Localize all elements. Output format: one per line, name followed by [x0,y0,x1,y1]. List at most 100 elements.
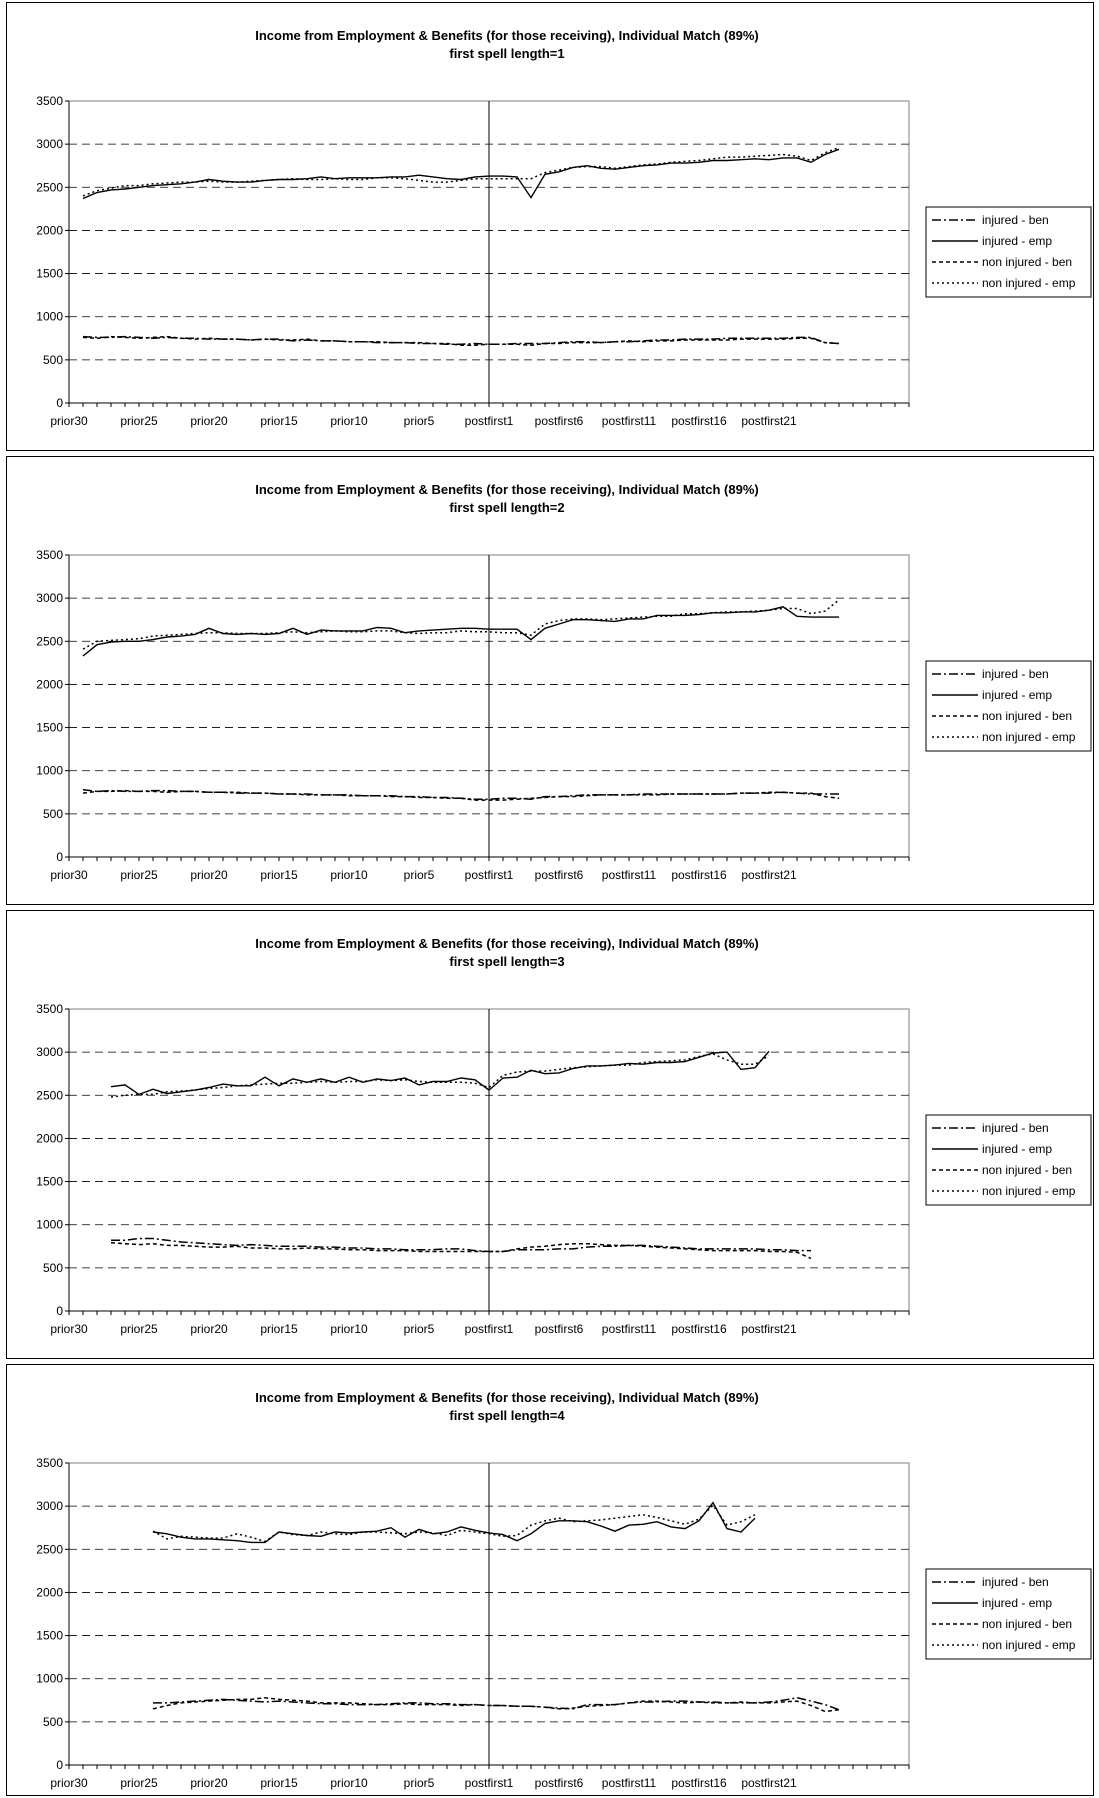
y-tick-label: 1000 [36,1218,63,1232]
x-tick-label: postfirst16 [671,868,727,882]
chart-plot-4: 0 500 1000 1500 2000 2500 3000 3500 prior30 prior… [36,1456,1092,1790]
x-tick-label: prior5 [404,1322,435,1336]
chart-title: Income from Employment & Benefits (for t… [255,28,759,43]
chart-panel-3: Income from Employment & Benefits (for t… [6,910,1094,1359]
series-line-noninjured-emp [110,1053,770,1098]
y-tick-label: 2500 [36,1088,63,1102]
x-tick-label: prior10 [330,1322,368,1336]
y-tick-label: 1500 [36,721,63,735]
legend-label: non injured - emp [982,1184,1076,1198]
x-tick-label: postfirst6 [535,1776,584,1790]
x-tick-label: postfirst16 [671,1322,727,1336]
x-tick-label: postfirst6 [535,414,584,428]
x-tick-label: prior30 [50,1776,88,1790]
legend-label: non injured - emp [982,730,1076,744]
series-line-noninjured-emp [152,1504,756,1543]
x-tick-label: prior10 [330,868,368,882]
series-line-injured-ben [111,1237,811,1253]
y-tick-label: 1000 [36,1672,63,1686]
y-tick-label: 3000 [36,137,63,151]
chart-title: Income from Employment & Benefits (for t… [255,482,759,497]
x-tick-label: prior20 [190,868,228,882]
x-tick-label: prior15 [260,414,298,428]
chart-plot-1: 0 500 1000 1500 2000 2500 3000 3500 prior30 prior… [36,94,1092,428]
y-tick-label: 3000 [36,1045,63,1059]
y-tick-label: 500 [43,807,63,821]
x-tick-label: postfirst1 [465,1776,514,1790]
series-line-injured-emp [110,1050,770,1096]
chart-panel-2: Income from Employment & Benefits (for t… [6,456,1094,905]
legend-label: non injured - ben [982,1617,1072,1631]
x-tick-label: prior20 [190,414,228,428]
y-tick-label: 3000 [36,591,63,605]
y-tick-label: 0 [56,850,63,864]
legend-label: non injured - ben [982,1163,1072,1177]
x-tick-label: prior25 [120,1322,158,1336]
y-tick-label: 0 [56,396,63,410]
series-line-injured-ben [153,1696,840,1711]
x-tick-label: postfirst1 [465,1322,514,1336]
x-tick-label: postfirst21 [741,1776,797,1790]
legend-label: non injured - emp [982,276,1076,290]
x-tick-label: postfirst11 [602,868,657,882]
x-tick-label: postfirst21 [741,1322,797,1336]
y-tick-label: 2500 [36,1542,63,1556]
legend-label: non injured - emp [982,1638,1076,1652]
chart-title: Income from Employment & Benefits (for t… [255,1390,759,1405]
series-line-injured-ben [82,335,840,346]
series-line-noninjured-ben [110,1242,812,1260]
y-tick-label: 1000 [36,764,63,778]
y-tick-label: 2000 [36,1131,63,1145]
chart-title: Income from Employment & Benefits (for t… [255,936,759,951]
y-tick-label: 1500 [36,1629,63,1643]
chart-subtitle: first spell length=2 [449,500,565,515]
y-tick-label: 2000 [36,677,63,691]
x-tick-label: postfirst1 [465,868,514,882]
x-tick-label: postfirst1 [465,414,514,428]
series-line-injured-emp [82,148,840,200]
y-tick-label: 0 [56,1304,63,1318]
series-line-injured-emp [152,1501,756,1544]
x-tick-label: postfirst16 [671,1776,727,1790]
chart-plot-3: 0 500 1000 1500 2000 2500 3000 3500 prior30 prior… [36,1002,1092,1336]
x-tick-label: prior25 [120,1776,158,1790]
y-tick-label: 1500 [36,267,63,281]
chart-panel-1: Income from Employment & Benefits (for t… [6,2,1094,451]
x-tick-label: prior5 [404,868,435,882]
x-tick-label: prior5 [404,1776,435,1790]
y-tick-label: 3500 [36,94,63,108]
y-tick-label: 1000 [36,310,63,324]
y-tick-label: 0 [56,1758,63,1772]
legend-label: injured - ben [982,1121,1049,1135]
series-line-noninjured-emp [82,599,840,650]
legend-label: injured - emp [982,1142,1052,1156]
x-tick-label: postfirst16 [671,414,727,428]
legend-box [925,206,1092,298]
legend-label: injured - ben [982,667,1049,681]
y-tick-label: 3500 [36,548,63,562]
y-tick-label: 3000 [36,1499,63,1513]
series-line-noninjured-emp [82,146,840,197]
y-tick-label: 3500 [36,1002,63,1016]
chart-subtitle: first spell length=4 [449,1408,565,1423]
legend-label: non injured - ben [982,255,1072,269]
x-tick-label: prior25 [120,868,158,882]
chart-subtitle: first spell length=1 [449,46,565,61]
x-tick-label: prior30 [50,868,88,882]
series-line-injured-emp [82,606,839,657]
legend-label: injured - emp [982,688,1052,702]
series-line-noninjured-ben [82,335,840,346]
x-tick-label: prior10 [330,414,368,428]
x-tick-label: prior20 [190,1776,228,1790]
x-tick-label: prior30 [50,414,88,428]
series-line-noninjured-ben [82,789,840,801]
legend-label: non injured - ben [982,709,1072,723]
x-tick-label: prior30 [50,1322,88,1336]
legend-label: injured - ben [982,213,1049,227]
y-tick-label: 2000 [36,1585,63,1599]
x-tick-label: postfirst11 [602,1776,657,1790]
x-tick-label: prior15 [260,1322,298,1336]
y-tick-label: 500 [43,353,63,367]
chart-subtitle: first spell length=3 [449,954,565,969]
x-tick-label: postfirst11 [602,414,657,428]
